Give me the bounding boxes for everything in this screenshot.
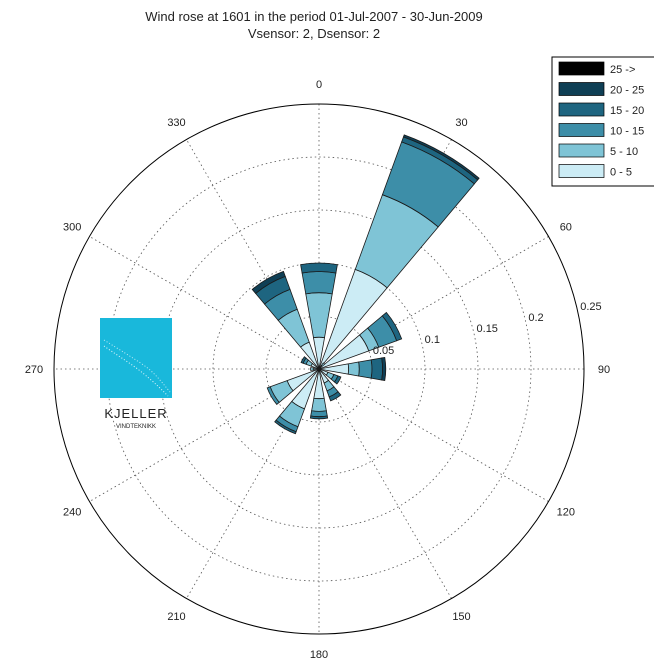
sector-band [300, 262, 338, 274]
logo-wave [103, 345, 169, 397]
legend-swatch [558, 143, 605, 158]
direction-label: 60 [560, 222, 572, 234]
sector-300 [300, 356, 320, 370]
grid-ring [159, 209, 479, 529]
direction-label: 90 [598, 364, 610, 376]
sector-90 [318, 356, 387, 382]
legend-swatch [558, 61, 605, 76]
sector-330 [251, 270, 320, 370]
sector-120 [318, 368, 342, 385]
grid-spoke [89, 236, 549, 502]
direction-label: 270 [25, 364, 43, 376]
logo-wave [103, 339, 171, 393]
ring-label: 0.25 [580, 301, 601, 313]
outer-ring [53, 103, 585, 635]
legend-swatch [558, 82, 605, 96]
sector-band [328, 391, 342, 402]
ring-label: 0.05 [373, 345, 394, 357]
direction-label: 0 [316, 79, 322, 91]
grid-spoke [186, 139, 452, 599]
logo-brand: KJELLER [104, 406, 167, 421]
sector-band [301, 271, 337, 295]
direction-label: 300 [63, 222, 81, 234]
logo-sub: VINDTEKNIKK [116, 424, 156, 430]
direction-label: 210 [167, 611, 185, 623]
legend-swatch [558, 102, 605, 117]
sector-band [305, 292, 333, 339]
grid-spoke [89, 236, 549, 502]
sector-240 [266, 368, 320, 405]
legend-label: 25 -> [610, 64, 635, 76]
sector-band [251, 270, 286, 295]
chart-subtitle: Vsensor: 2, Dsensor: 2 [248, 26, 380, 41]
sector-band [300, 356, 307, 364]
chart-title: Wind rose at 1601 in the period 01-Jul-2… [145, 9, 483, 24]
direction-labels: 0 30 60 90 120 150 180 210 240 270 300 330 [25, 79, 610, 661]
legend-label: 15 - 20 [610, 105, 644, 117]
direction-label: 240 [63, 507, 81, 519]
legend-swatch [558, 164, 605, 178]
sector-60 [318, 311, 403, 370]
direction-label: 120 [557, 507, 575, 519]
sector-band [370, 357, 383, 381]
sector-band [333, 375, 342, 385]
wind-sectors [251, 134, 480, 435]
direction-label: 180 [310, 649, 328, 661]
logo-square [100, 318, 172, 398]
sector-band [266, 386, 280, 405]
sector-band [310, 410, 328, 418]
sector-210 [274, 368, 320, 435]
sector-0 [300, 262, 338, 370]
kjeller-logo: KJELLER VINDTEKNIKK [100, 318, 172, 430]
direction-label: 30 [455, 117, 467, 129]
legend-label: 10 - 15 [610, 126, 644, 138]
sector-180 [309, 368, 329, 420]
sector-band [309, 415, 329, 420]
legend-label: 20 - 25 [610, 85, 644, 97]
sector-band [381, 356, 387, 382]
sector-band [358, 359, 373, 379]
sector-band [402, 134, 480, 181]
sector-band [381, 311, 403, 342]
legend: 25 -> 20 - 25 15 - 20 10 - 15 5 - 10 0 - 5 [551, 56, 654, 187]
grid-ring [106, 156, 532, 582]
sector-band [347, 361, 360, 377]
ring-label: 0.2 [528, 312, 543, 324]
legend-swatch [558, 123, 605, 137]
legend-label: 5 - 10 [610, 146, 638, 158]
sector-270 [310, 367, 320, 371]
sector-150 [318, 368, 342, 402]
grid-spoke [186, 139, 452, 599]
ring-labels: 0.05 0.1 0.15 0.2 0.25 [373, 301, 602, 357]
sector-band [310, 367, 315, 371]
legend-label: 0 - 5 [610, 167, 632, 179]
direction-label: 330 [167, 117, 185, 129]
sector-band [311, 397, 327, 412]
direction-label: 150 [452, 611, 470, 623]
sector-band [274, 419, 297, 435]
ring-label: 0.1 [425, 334, 440, 346]
sector-30 [318, 134, 480, 370]
ring-label: 0.15 [477, 323, 498, 335]
